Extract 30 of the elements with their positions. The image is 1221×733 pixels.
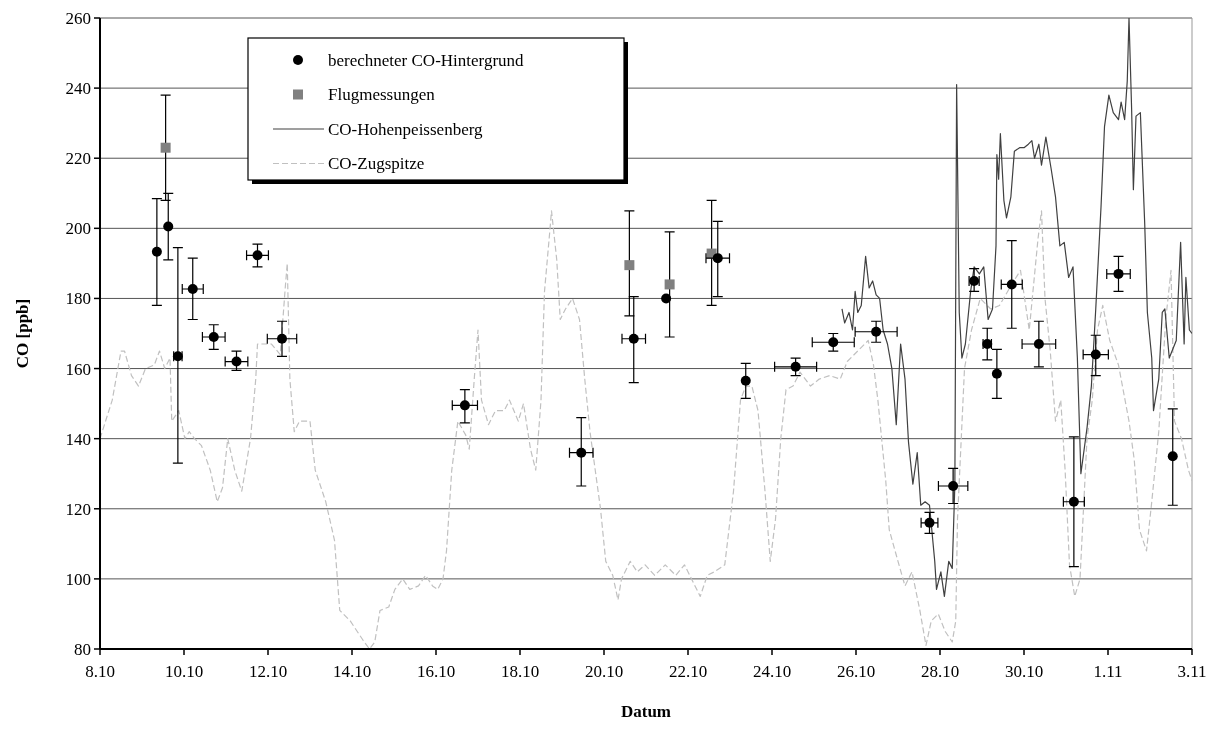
y-tick-label: 120: [65, 499, 91, 519]
x-tick-label: 14.10: [332, 662, 372, 681]
y-tick-label: 140: [65, 429, 91, 449]
y-tick-label: 160: [65, 359, 91, 379]
x-tick-label: 30.10: [1004, 662, 1044, 681]
x-axis-title: Datum: [620, 702, 672, 721]
x-tick-label: 26.10: [836, 662, 876, 681]
y-axis-title: CO [ppb]: [13, 298, 32, 369]
x-tick-label: 18.10: [500, 662, 540, 681]
x-tick-label: 1.11: [1093, 662, 1123, 681]
x-tick-label: 20.10: [584, 662, 624, 681]
y-tick-label: 80: [74, 639, 91, 659]
x-tick-label: 3.11: [1177, 662, 1207, 681]
legend-label: CO-Hohenpeissenberg: [328, 119, 484, 139]
y-tick-label: 220: [65, 149, 91, 169]
legend-label: berechneter CO-Hintergrund: [328, 50, 525, 70]
x-tick-label: 12.10: [248, 662, 288, 681]
x-tick-label: 24.10: [752, 662, 792, 681]
legend-label: Flugmessungen: [328, 85, 436, 105]
x-tick-label: 22.10: [668, 662, 708, 681]
x-tick-label: 8.10: [85, 662, 115, 681]
x-tick-label: 16.10: [416, 662, 456, 681]
y-tick-label: 200: [65, 219, 91, 239]
x-tick-label: 28.10: [920, 662, 960, 681]
y-tick-label: 180: [65, 289, 91, 309]
legend-label: CO-Zugspitze: [328, 154, 425, 174]
y-tick-label: 260: [65, 8, 91, 28]
y-tick-label: 100: [65, 569, 91, 589]
y-tick-label: 240: [65, 79, 91, 99]
x-tick-label: 10.10: [164, 662, 204, 681]
